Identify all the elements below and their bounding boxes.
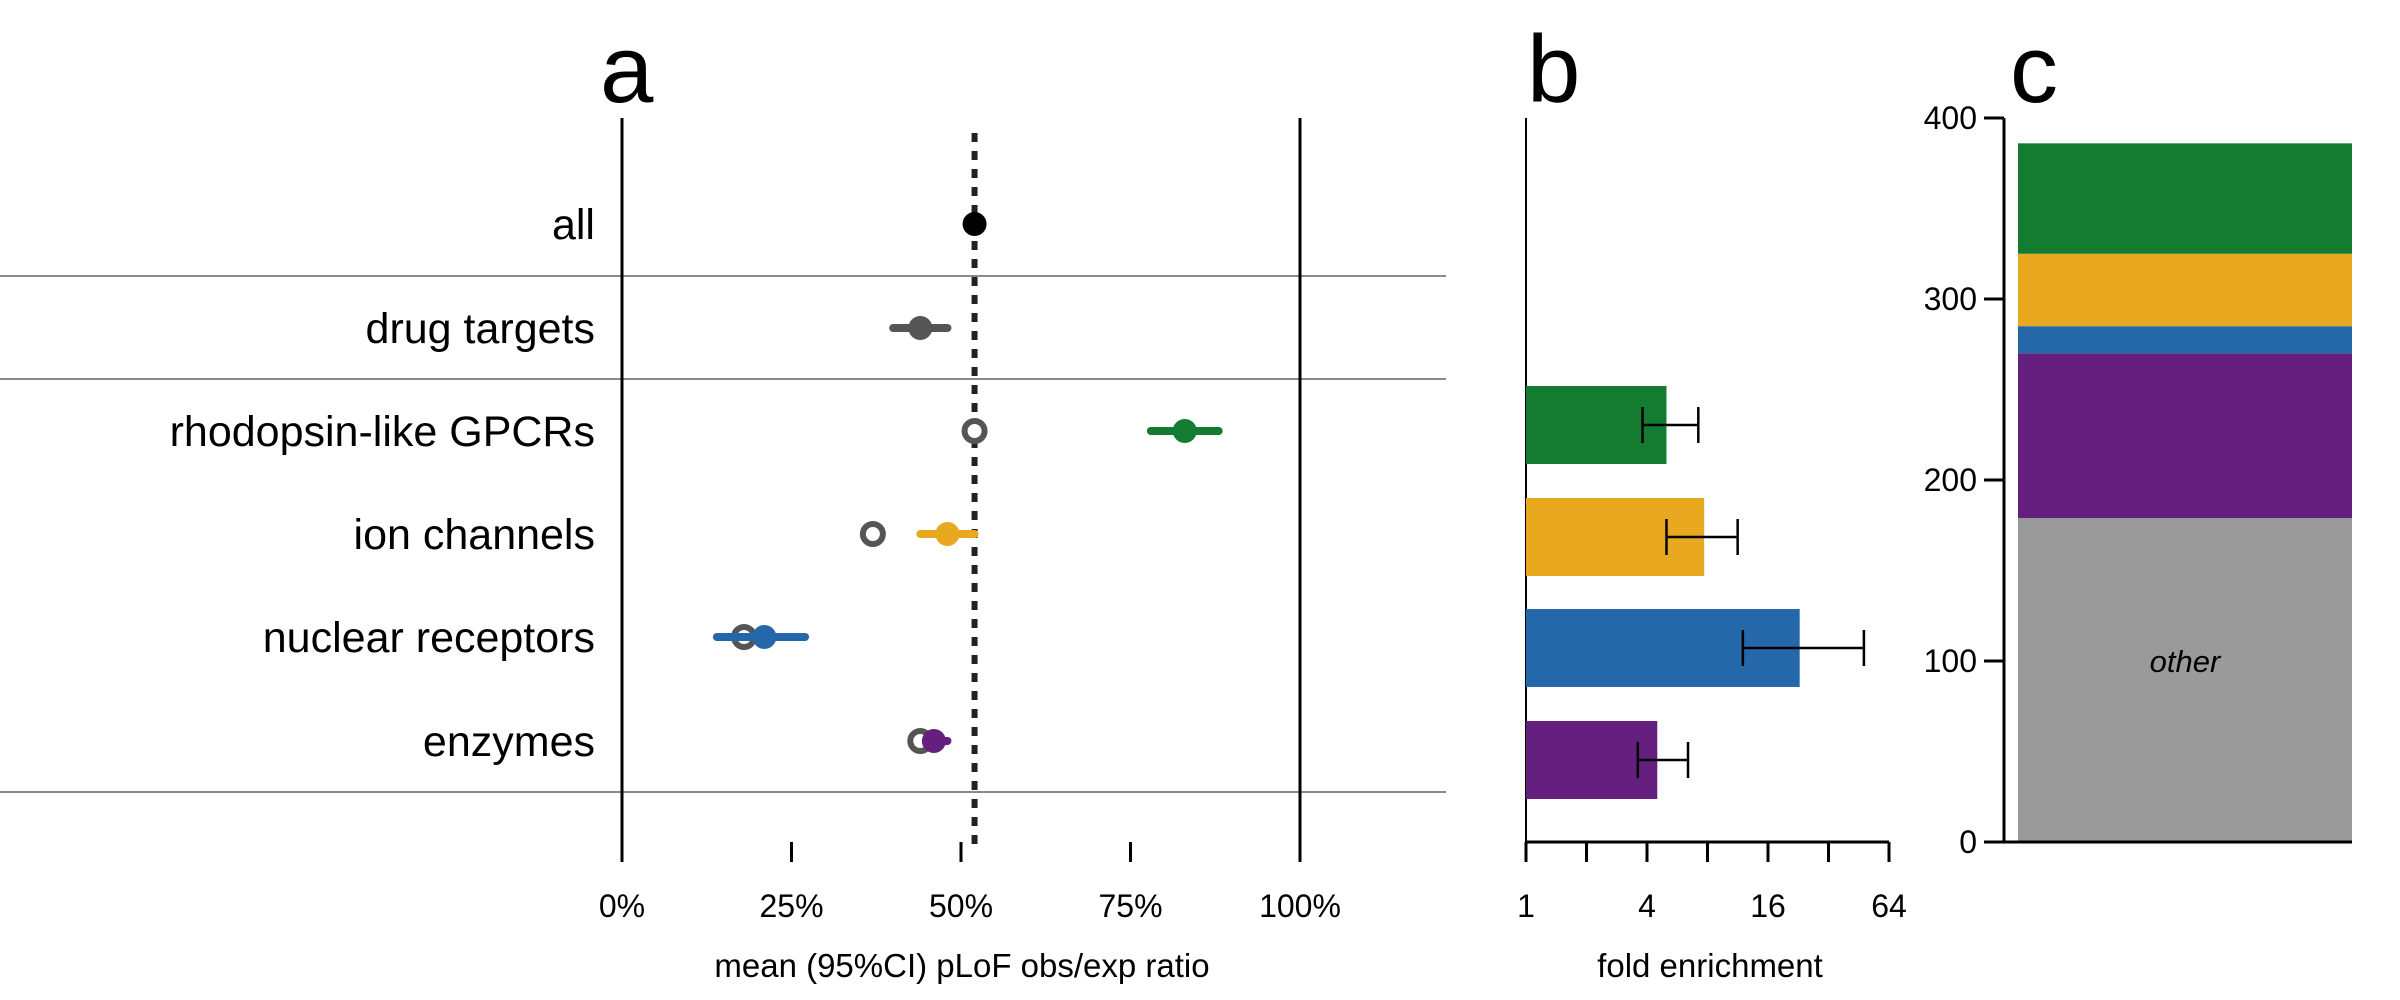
stack-segment [2018, 353, 2352, 519]
mean-point [908, 316, 933, 340]
row-separators [0, 275, 1446, 793]
y-tick-label: 0 [1959, 824, 1977, 860]
baseline-point [961, 418, 988, 444]
category-label-rhodopsin-like-gpcrs: rhodopsin-like GPCRs [170, 408, 595, 456]
panel-letter-a: a [600, 16, 654, 123]
y-tick-label: 400 [1924, 100, 1977, 136]
panel-b: b 1 4 16 64 fold enrichment [1517, 16, 1907, 984]
stack-segment-group-3 [2018, 326, 2352, 354]
point-group-rhodopsin-like-gpcrs [961, 418, 1223, 444]
stack-segment [2018, 143, 2352, 254]
segment-label: other [2150, 644, 2222, 679]
panel-a-x-label: mean (95%CI) pLoF obs/exp ratio [714, 947, 1209, 984]
stack-segment [2018, 253, 2352, 327]
panel-letter-c: c [2010, 16, 2058, 123]
panel-b-x-ticks: 1 4 16 64 [1517, 842, 1907, 924]
category-labels: all drug targets rhodopsin-like GPCRs ion c… [170, 201, 595, 766]
stack-segment [2018, 326, 2352, 354]
category-label-all: all [552, 201, 595, 249]
point-group-drug-targets [889, 316, 952, 340]
bar-group-enzymes [1526, 721, 1690, 799]
category-label-nuclear-receptors: nuclear receptors [263, 614, 595, 662]
panel-a-x-ticks: 0% 25% 50% 75% 100% [599, 842, 1341, 924]
stack-segment-other: other [2018, 518, 2352, 842]
point-group-enzymes [907, 728, 952, 754]
stack-segment-group-2 [2018, 353, 2352, 519]
x-tick-label: 0% [599, 888, 645, 924]
panel-a: a all drug targets rhodopsin-like GPCRs ion… [0, 16, 1446, 984]
x-tick-label: 100% [1259, 888, 1341, 924]
x-tick-label: 16 [1750, 888, 1786, 924]
mean-point [962, 212, 987, 236]
bar [1526, 721, 1658, 799]
panel-a-points [712, 212, 1223, 754]
mean-point [752, 625, 777, 649]
panel-b-bars [1526, 386, 1866, 799]
panel-c-y-ticks: 0 100 200 300 400 [1924, 100, 2004, 860]
panel-c: c other 0 100 200 300 400 [1924, 16, 2352, 860]
mean-point [921, 729, 946, 753]
x-tick-label: 64 [1871, 888, 1907, 924]
bar-group-nuclear-receptors [1526, 609, 1866, 687]
panel-letter-b: b [1527, 16, 1580, 123]
stack-segment-group-4 [2018, 253, 2352, 327]
x-tick-label: 1 [1517, 888, 1535, 924]
mean-point [1172, 419, 1197, 443]
x-tick-label: 4 [1638, 888, 1656, 924]
x-tick-label: 25% [759, 888, 823, 924]
panel-c-stacked-bar: other [2018, 143, 2352, 842]
bar-group-ion-channels [1526, 498, 1739, 576]
bar-group-rhodopsin-like-gpcrs [1526, 386, 1700, 464]
mean-point [935, 522, 960, 546]
y-tick-label: 100 [1924, 643, 1977, 679]
stack-segment [2018, 518, 2352, 842]
point-group-ion-channels [859, 521, 979, 547]
point-group-all [962, 212, 987, 236]
baseline-point [859, 521, 886, 547]
x-tick-label: 50% [929, 888, 993, 924]
stack-segment-group-5 [2018, 143, 2352, 254]
panel-a-axes [620, 118, 1302, 862]
point-group-nuclear-receptors [712, 624, 810, 650]
y-tick-label: 300 [1924, 281, 1977, 317]
x-tick-label: 75% [1098, 888, 1162, 924]
panel-b-x-label: fold enrichment [1597, 947, 1823, 984]
category-label-ion-channels: ion channels [354, 511, 595, 559]
category-label-drug-targets: drug targets [366, 305, 595, 353]
category-label-enzymes: enzymes [423, 718, 595, 766]
y-tick-label: 200 [1924, 462, 1977, 498]
